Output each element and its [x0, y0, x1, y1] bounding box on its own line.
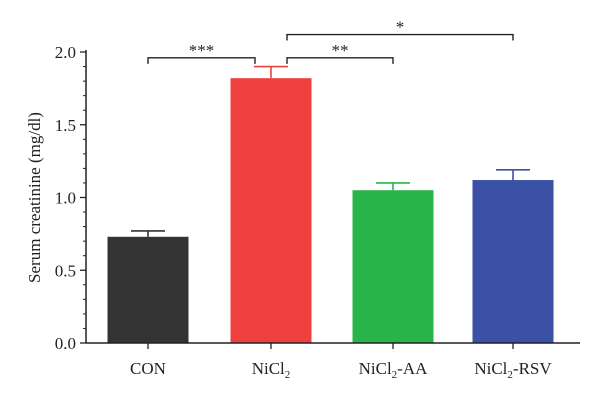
- x-tick-label: NiCl2-RSV: [474, 359, 552, 381]
- significance-bracket: [147, 57, 256, 64]
- y-tick-label: 2.0: [55, 43, 76, 62]
- bar: [352, 190, 434, 343]
- bar: [230, 78, 312, 343]
- x-tick-label: NiCl2: [252, 359, 291, 381]
- error-bars-group: [131, 65, 530, 237]
- significance-label: *: [396, 18, 405, 37]
- y-axis-label: Serum creatinine (mg/dl): [25, 112, 44, 283]
- y-tick-label: 0.0: [55, 334, 76, 353]
- significance-brackets: *** ***: [147, 18, 514, 64]
- x-axis: CON NiCl2 NiCl2-AA NiCl2-RSV: [86, 342, 580, 381]
- bars-group: [107, 78, 554, 343]
- x-tick-label: CON: [130, 359, 166, 378]
- y-tick-label: 1.5: [55, 116, 76, 135]
- bar: [472, 180, 554, 343]
- y-tick-label: 1.0: [55, 189, 76, 208]
- significance-label: ***: [189, 41, 215, 60]
- significance-label: **: [332, 41, 349, 60]
- y-tick-label: 0.5: [55, 261, 76, 280]
- x-tick-label: NiCl2-AA: [359, 359, 429, 381]
- significance-bracket: [286, 33, 514, 41]
- y-axis: 0.0 0.5 1.0 1.5 2.0: [55, 43, 87, 353]
- bar: [107, 236, 189, 343]
- significance-bracket: [286, 57, 394, 64]
